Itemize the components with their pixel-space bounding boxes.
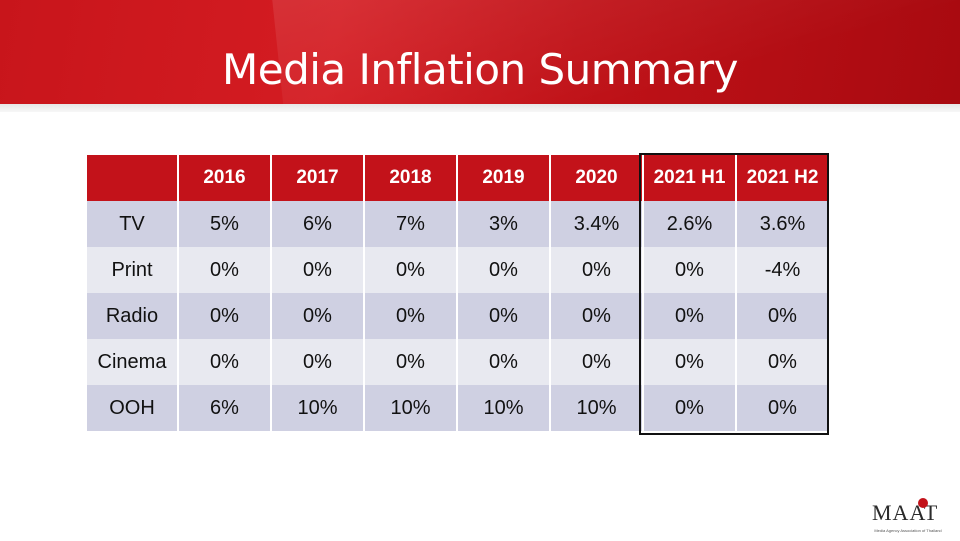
table-cell: 6% [179,385,270,431]
table-cell: 0% [551,339,642,385]
header-cell-2016: 2016 [179,155,270,201]
row-label: Cinema [87,339,177,385]
table-cell: 10% [458,385,549,431]
table-cell: 0% [644,385,735,431]
row-label: OOH [87,385,177,431]
table-cell: 10% [272,385,363,431]
table-cell: 0% [179,339,270,385]
row-label: Print [87,247,177,293]
table-cell: -4% [737,247,828,293]
table-cell: 0% [179,247,270,293]
table-cell: 0% [551,293,642,339]
table-row-ooh: OOH 6% 10% 10% 10% 10% 0% 0% [87,385,828,431]
table-cell: 0% [365,247,456,293]
table-row-radio: Radio 0% 0% 0% 0% 0% 0% 0% [87,293,828,339]
inflation-table: 2016 2017 2018 2019 2020 2021 H1 2021 H2… [85,155,830,431]
table-cell: 0% [272,247,363,293]
logo-tagline: Media Agency Association of Thailand [874,528,942,533]
table-cell: 10% [365,385,456,431]
table-cell: 6% [272,201,363,247]
banner-edge [0,104,960,112]
table-row-tv: TV 5% 6% 7% 3% 3.4% 2.6% 3.6% [87,201,828,247]
header-cell-2017: 2017 [272,155,363,201]
logo-dot-icon [918,498,928,508]
table-cell: 0% [272,293,363,339]
table-cell: 0% [365,293,456,339]
header-cell-2021-h2: 2021 H2 [737,155,828,201]
header-cell-corner [87,155,177,201]
table-header-row: 2016 2017 2018 2019 2020 2021 H1 2021 H2 [87,155,828,201]
header-cell-2018: 2018 [365,155,456,201]
table-cell: 0% [458,339,549,385]
title-banner [0,0,960,106]
table-cell: 0% [644,293,735,339]
table-cell: 3.4% [551,201,642,247]
table-cell: 3.6% [737,201,828,247]
table-cell: 10% [551,385,642,431]
table-cell: 0% [644,247,735,293]
table-row-cinema: Cinema 0% 0% 0% 0% 0% 0% 0% [87,339,828,385]
table-cell: 5% [179,201,270,247]
logo-mark: MAAT [872,500,939,525]
row-label: Radio [87,293,177,339]
page-title: Media Inflation Summary [222,45,738,94]
header-cell-2020: 2020 [551,155,642,201]
table-cell: 0% [272,339,363,385]
header-cell-2019: 2019 [458,155,549,201]
maat-logo: MAAT Media Agency Association of Thailan… [868,496,948,536]
table-cell: 0% [458,293,549,339]
table-cell: 0% [737,293,828,339]
table-row-print: Print 0% 0% 0% 0% 0% 0% -4% [87,247,828,293]
table-cell: 0% [644,339,735,385]
table-cell: 0% [737,339,828,385]
table-cell: 0% [737,385,828,431]
table-cell: 3% [458,201,549,247]
header-cell-2021-h1: 2021 H1 [644,155,735,201]
table-cell: 0% [458,247,549,293]
table-cell: 0% [179,293,270,339]
table-cell: 0% [365,339,456,385]
table-cell: 2.6% [644,201,735,247]
table-cell: 0% [551,247,642,293]
table-cell: 7% [365,201,456,247]
row-label: TV [87,201,177,247]
